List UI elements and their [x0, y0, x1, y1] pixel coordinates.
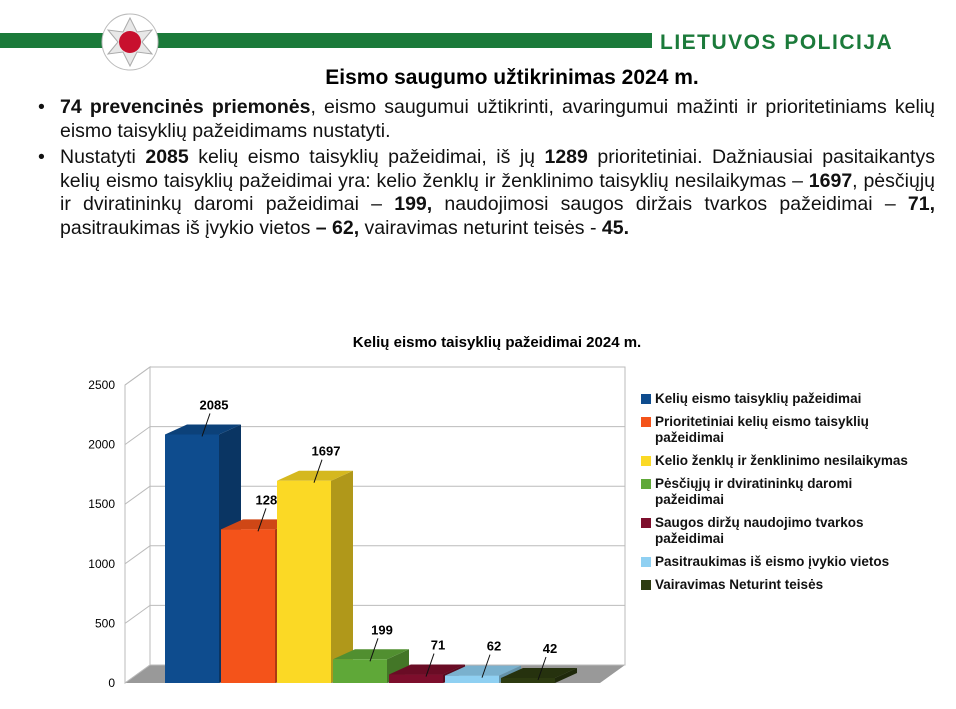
legend-label: Pasitraukimas iš eismo įvykio vietos — [655, 554, 890, 569]
bullet-text: , eismo saugumui užtikrinti, avaringumui… — [60, 96, 935, 142]
bar-side — [331, 470, 353, 683]
value-label: 71 — [431, 638, 445, 653]
logo — [101, 13, 159, 71]
grid-line-side — [124, 426, 151, 446]
y-tick-label: 2000 — [88, 438, 115, 452]
legend-item: Saugos diržų naudojimo tvarkos pažeidima… — [641, 515, 911, 547]
side-wall — [124, 366, 151, 684]
bullet-text: 199, — [394, 193, 433, 215]
bar — [277, 480, 331, 683]
bar-top — [445, 665, 521, 676]
legend-item: Pasitraukimas iš eismo įvykio vietos — [641, 554, 911, 570]
brand: LIETUVOS POLICIJA — [660, 31, 893, 54]
legend-label: Pėsčiųjų ir dviratininkų daromi pažeidim… — [655, 476, 853, 507]
leader-line — [537, 656, 547, 681]
legend-item: Kelio ženklų ir ženklinimo nesilaikymas — [641, 453, 911, 469]
leader-line — [313, 459, 323, 483]
bullet-text: 71, — [907, 193, 936, 215]
bullet-text: – 62, — [315, 216, 360, 239]
grid-line-side — [124, 664, 151, 684]
y-tick-label: 0 — [108, 676, 115, 690]
legend: Kelių eismo taisyklių pažeidimai Priorite… — [641, 391, 911, 600]
bar-top — [277, 470, 353, 481]
legend-swatch — [641, 456, 651, 466]
value-label: 199 — [371, 622, 393, 637]
bar-side — [555, 667, 577, 683]
legend-item: Pėsčiųjų ir dviratininkų daromi pažeidim… — [641, 476, 911, 508]
bullet-text: vairavimas neturint teisės - — [359, 216, 602, 239]
value-label: 62 — [487, 639, 501, 654]
chart-title: Kelių eismo taisyklių pažeidimai 2024 m. — [353, 334, 641, 351]
legend-label: Prioritetiniai kelių eismo taisyklių paž… — [655, 414, 869, 445]
y-tick-label: 500 — [95, 616, 115, 630]
leader-line — [257, 508, 267, 532]
legend-swatch — [641, 394, 651, 404]
bar — [445, 675, 499, 683]
bullet-text: 45. — [601, 216, 629, 239]
y-tick-label: 2500 — [88, 378, 115, 392]
value-label: 1697 — [312, 444, 341, 459]
bar — [165, 434, 219, 683]
bullet-text: naudojimosi saugos diržais tvarkos pažei… — [432, 193, 908, 215]
y-tick-label: 1000 — [88, 557, 115, 571]
legend-swatch — [641, 518, 651, 528]
legend-swatch — [641, 557, 651, 567]
bullet-text: prioritetiniai. Dažniausiai pasitaikanty… — [60, 146, 935, 192]
leader-line — [201, 413, 211, 437]
bullet-text: pasitraukimas iš įvykio vietos — [60, 216, 316, 239]
leader-line — [481, 654, 491, 678]
bar — [389, 674, 443, 683]
bar — [501, 677, 555, 683]
grid-line-side — [124, 604, 151, 624]
bullet-text: 74 prevencinės priemonės — [60, 96, 311, 118]
bullet-text: , pėsčiųjų ir dviratininkų daromi pažeid… — [60, 169, 935, 216]
legend-item: Prioritetiniai kelių eismo taisyklių paž… — [641, 414, 911, 446]
bar-top — [501, 667, 577, 678]
bullet-text: kelių eismo taisyklių pažeidimai, iš jų — [188, 146, 545, 168]
bullet-text: 2085 — [145, 146, 189, 168]
bullet-list: 74 prevencinės priemonės, eismo saugumui… — [38, 96, 935, 243]
bullet: Nustatyti 2085 kelių eismo taisyklių paž… — [38, 146, 935, 240]
leader-line — [425, 653, 435, 677]
bar-top — [165, 424, 241, 435]
legend-label: Vairavimas Neturint teisės — [655, 577, 824, 592]
grid-line-side — [124, 485, 151, 505]
brand-box — [652, 27, 956, 54]
value-label: 42 — [543, 641, 557, 656]
bullet-text: 1289 — [544, 146, 588, 168]
value-label: 2085 — [200, 397, 229, 412]
legend-swatch — [641, 417, 651, 427]
legend-item: Vairavimas Neturint teisės — [641, 577, 911, 593]
slide-title: Eismo saugumo užtikrinimas 2024 m. — [325, 66, 698, 89]
leader-line — [369, 638, 379, 662]
legend-label: Kelio ženklų ir ženklinimo nesilaikymas — [655, 453, 908, 468]
bar-top — [333, 649, 409, 660]
bar-top — [389, 664, 465, 675]
bar — [333, 659, 387, 683]
legend-swatch — [641, 479, 651, 489]
bullet-text: 1697 — [808, 169, 853, 192]
legend-label: Kelių eismo taisyklių pažeidimai — [655, 391, 862, 406]
grid-line-side — [124, 366, 151, 386]
bar — [221, 529, 275, 683]
legend-item: Kelių eismo taisyklių pažeidimai — [641, 391, 911, 407]
bullet-text: Nustatyti — [60, 146, 146, 168]
y-tick-label: 1500 — [88, 497, 115, 511]
legend-label: Saugos diržų naudojimo tvarkos pažeidima… — [655, 515, 864, 546]
grid-line-side — [124, 545, 151, 565]
bullet: 74 prevencinės priemonės, eismo saugumui… — [38, 96, 935, 143]
legend-swatch — [641, 580, 651, 590]
